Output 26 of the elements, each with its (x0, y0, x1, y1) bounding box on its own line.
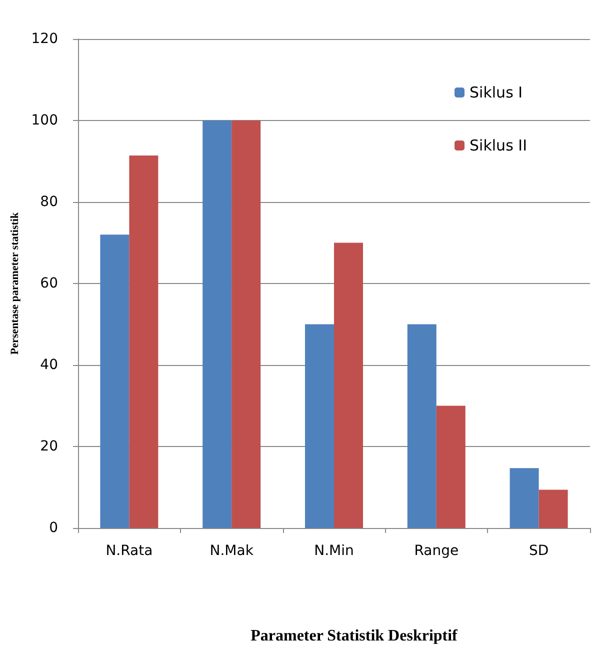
legend-label: Siklus I (470, 84, 523, 102)
y-tick-label: 20 (40, 438, 58, 454)
x-tick-label: Range (414, 543, 459, 559)
y-tick-label: 100 (31, 112, 58, 128)
bar (510, 468, 539, 528)
x-tick-label: N.Min (314, 543, 354, 559)
y-tick-label: 120 (31, 31, 58, 47)
y-tick-label: 80 (40, 194, 58, 210)
x-tick-label: N.Mak (210, 543, 254, 559)
y-tick-label: 60 (40, 276, 58, 292)
y-tick-label: 0 (49, 520, 58, 536)
y-tick-label: 40 (40, 357, 58, 373)
bar (129, 156, 158, 528)
bar (407, 324, 436, 528)
bar (305, 324, 334, 528)
bar (436, 406, 466, 528)
bar (202, 120, 232, 528)
x-tick-label: SD (528, 543, 549, 559)
bar (232, 120, 261, 528)
bar (100, 234, 130, 528)
bar (334, 242, 363, 528)
x-axis-title: Parameter Statistik Deskriptif (250, 628, 458, 644)
x-tick-label: N.Rata (106, 543, 153, 559)
bar (538, 490, 568, 528)
y-axis-title: Persentase parameter statistik (8, 212, 21, 355)
legend-label: Siklus II (470, 136, 528, 154)
